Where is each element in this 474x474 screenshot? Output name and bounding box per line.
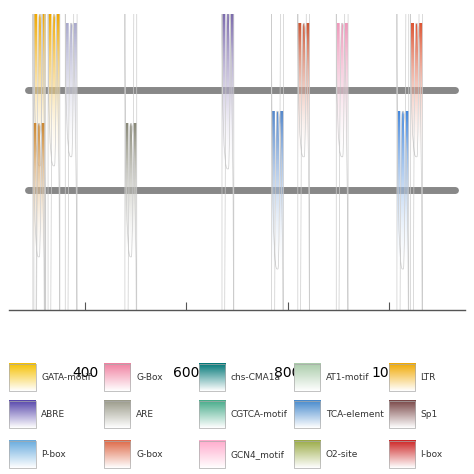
Text: CGTCA-motif: CGTCA-motif (231, 410, 288, 419)
Text: GCN4_motif: GCN4_motif (231, 450, 285, 459)
Text: G-Box: G-Box (136, 374, 163, 383)
Text: AT1-motif: AT1-motif (326, 374, 369, 383)
Text: P-box: P-box (41, 450, 66, 459)
Text: O2-site: O2-site (326, 450, 358, 459)
Text: ARE: ARE (136, 410, 154, 419)
Text: TCA-element: TCA-element (326, 410, 383, 419)
Text: LTR: LTR (420, 374, 436, 383)
Text: Sp1: Sp1 (420, 410, 438, 419)
Text: I-box: I-box (420, 450, 443, 459)
Text: GATA-motif: GATA-motif (41, 374, 91, 383)
Text: G-box: G-box (136, 450, 163, 459)
Text: chs-CMA1a: chs-CMA1a (231, 374, 281, 383)
Text: ABRE: ABRE (41, 410, 65, 419)
